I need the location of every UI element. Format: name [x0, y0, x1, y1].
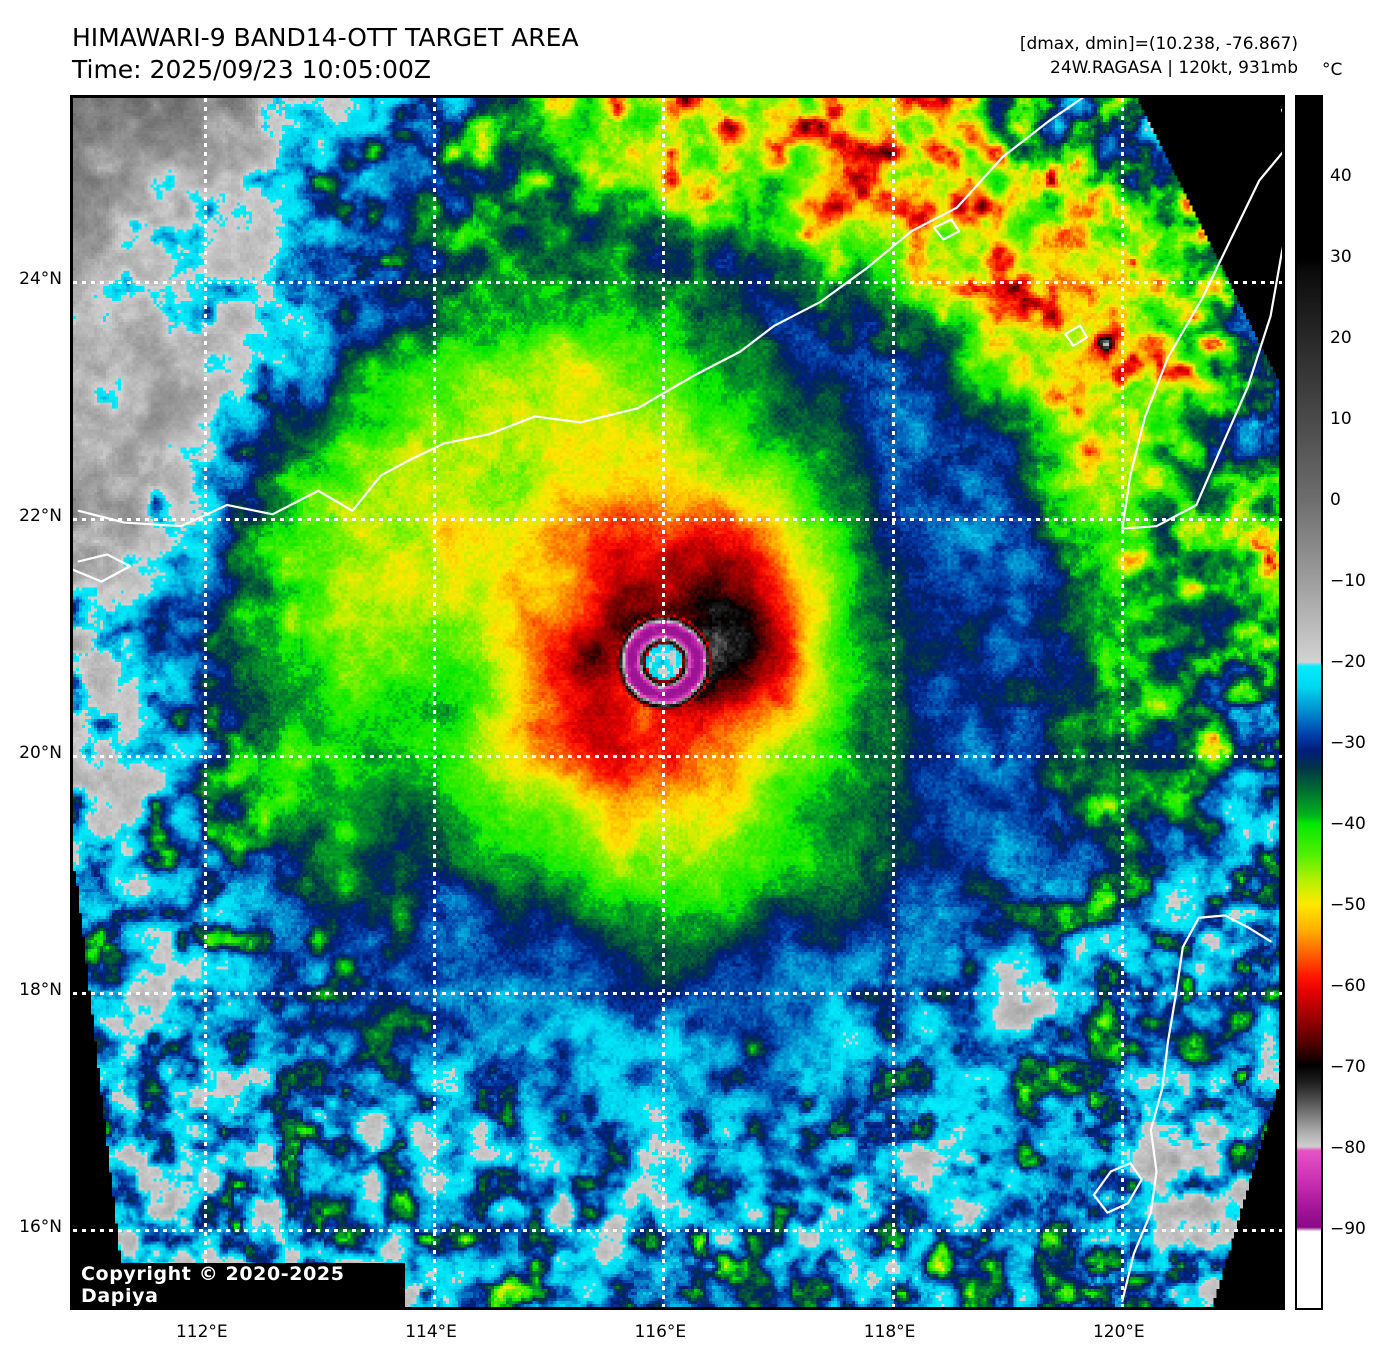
satellite-raster	[73, 98, 1282, 1307]
title-text: HIMAWARI-9 BAND14-OTT TARGET AREA	[72, 23, 579, 52]
colorbar-tick-3: 10	[1330, 409, 1352, 429]
colorbar-tick-12: −80	[1330, 1138, 1366, 1158]
x-axis-tick-4: 120°E	[1092, 1322, 1145, 1342]
copyright-notice: Copyright © 2020-2025 Dapiya	[73, 1263, 405, 1307]
colorbar-tick-6: −20	[1330, 652, 1366, 672]
x-axis-tick-3: 118°E	[863, 1322, 916, 1342]
y-axis-tick-2: 20°N	[19, 742, 62, 763]
y-axis-tick-4: 16°N	[19, 1217, 62, 1238]
colorbar-tick-2: 20	[1330, 328, 1352, 348]
colorbar-unit-label: °C	[1322, 60, 1343, 80]
dmax-dmin-text: [dmax, dmin]=(10.238, -76.867)	[1019, 34, 1298, 54]
colorbar-tick-7: −30	[1330, 733, 1366, 753]
y-axis-tick-3: 18°N	[19, 979, 62, 1000]
y-axis-tick-0: 24°N	[19, 268, 62, 289]
colorbar-tick-9: −50	[1330, 895, 1366, 915]
temperature-colorbar[interactable]	[1295, 95, 1323, 1310]
header-info: [dmax, dmin]=(10.238, -76.867) 24W.RAGAS…	[1020, 32, 1298, 80]
x-axis-tick-0: 112°E	[175, 1322, 228, 1342]
colorbar-tick-8: −40	[1330, 814, 1366, 834]
colorbar-tick-4: 0	[1330, 490, 1341, 510]
colorbar-tick-5: −10	[1330, 571, 1366, 591]
time-text: Time: 2025/09/23 10:05:00Z	[72, 55, 431, 84]
colorbar-tick-11: −70	[1330, 1057, 1366, 1077]
y-axis-tick-1: 22°N	[19, 505, 62, 526]
colorbar-tick-0: 40	[1330, 166, 1352, 186]
colorbar-gradient	[1297, 97, 1321, 1308]
satellite-image-plot[interactable]: Copyright © 2020-2025 Dapiya	[70, 95, 1285, 1310]
x-axis-tick-2: 116°E	[634, 1322, 687, 1342]
page-title: HIMAWARI-9 BAND14-OTT TARGET AREA Time: …	[72, 22, 579, 86]
x-axis-tick-1: 114°E	[405, 1322, 457, 1342]
colorbar-tick-13: −90	[1330, 1219, 1366, 1239]
colorbar-tick-1: 30	[1330, 247, 1352, 267]
colorbar-tick-10: −60	[1330, 976, 1366, 996]
storm-info-text: 24W.RAGASA | 120kt, 931mb	[1050, 58, 1298, 78]
